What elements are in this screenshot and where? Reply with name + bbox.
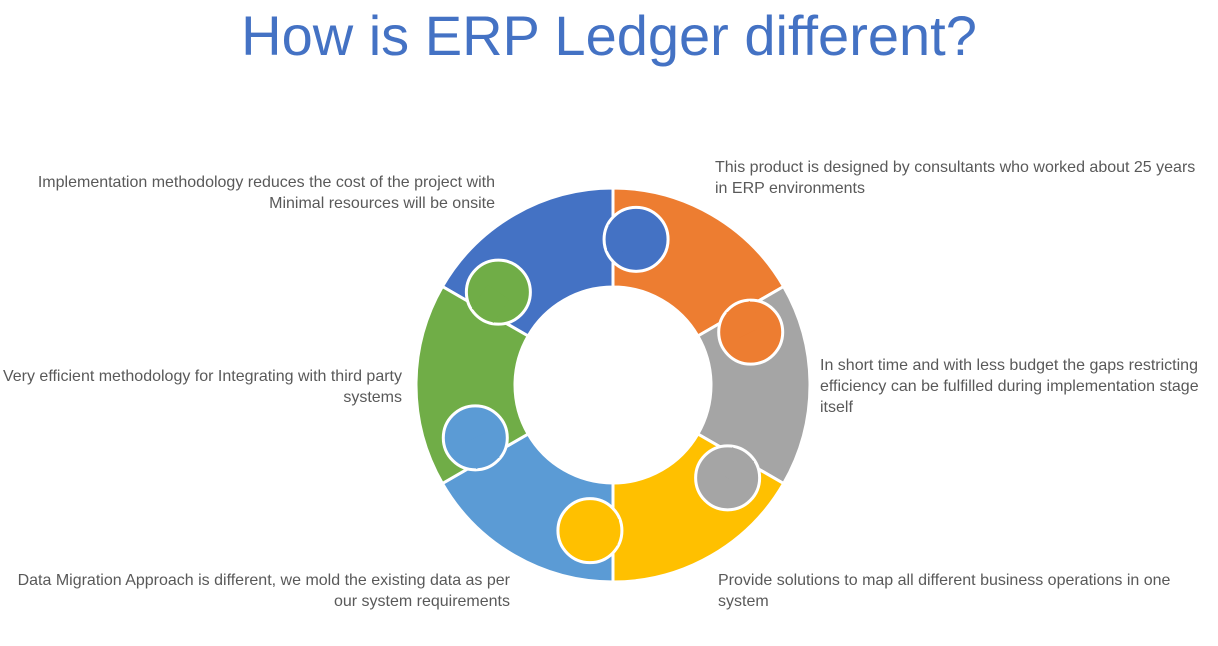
page-title: How is ERP Ledger different? [241,4,977,67]
puzzle-knob-joint-top-left [607,224,637,253]
callout-designed-by-consultants: This product is designed by consultants … [715,159,1196,197]
puzzle-knob-joint-bottom-left [463,432,500,469]
callout-short-time-less-budget: In short time and with less budget the g… [820,357,1199,416]
puzzle-knob-joint-bottom-right [589,517,619,546]
puzzle-knob-joint-top-right [726,301,763,338]
callout-data-migration: Data Migration Approach is different, we… [17,572,510,610]
callout-integrating-third-party: Very efficient methodology for Integrati… [2,368,402,406]
puzzle-knob-joint-right [716,447,755,485]
callout-provide-solutions: Provide solutions to map all different b… [718,572,1171,610]
puzzle-ring [414,186,812,584]
callout-implementation-methodology: Implementation methodology reduces the c… [37,174,495,212]
puzzle-knob-joint-left [471,285,510,323]
puzzle-center-hole [515,287,711,483]
